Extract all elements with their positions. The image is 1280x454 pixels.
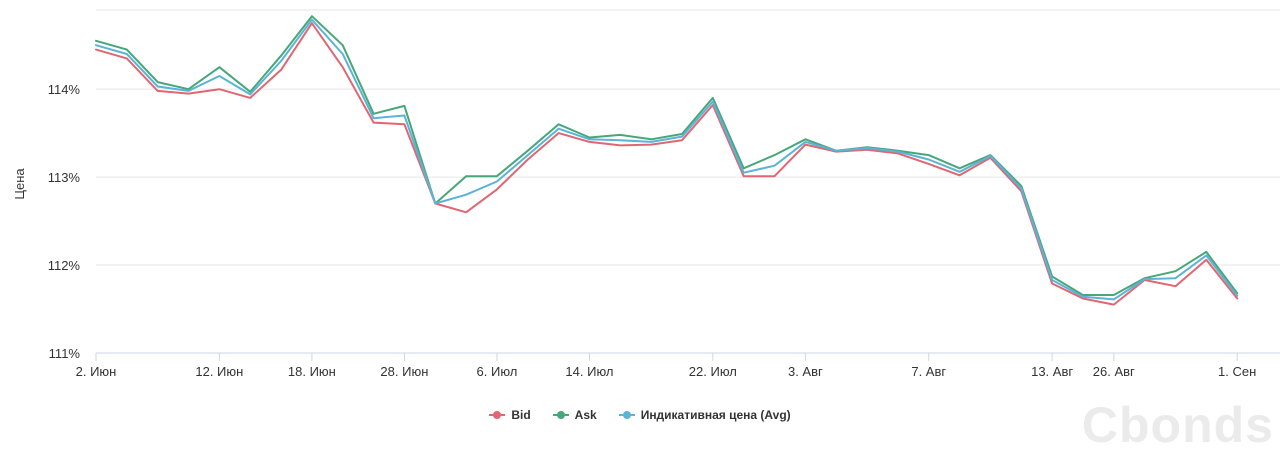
legend-swatch-ask bbox=[552, 411, 569, 419]
legend-item-ask[interactable]: Ask bbox=[552, 408, 597, 422]
legend-item-avg[interactable]: Индикативная цена (Avg) bbox=[618, 408, 791, 422]
y-tick-label: 112% bbox=[48, 258, 81, 273]
y-tick-label: 111% bbox=[49, 346, 81, 361]
x-axis-ticks: 2. Июн 12. Июн 18. Июн 28. Июн 6. Июл 14. Июл… bbox=[76, 353, 1256, 379]
legend-label-ask: Ask bbox=[574, 408, 597, 422]
price-chart: 111% 112% 113% 114% 2. Июн 12. Июн 18. Июн 28.… bbox=[12, 9, 1280, 379]
y-axis-ticks: 111% 112% 113% 114% bbox=[48, 82, 81, 361]
legend-label-bid: Bid bbox=[511, 408, 531, 422]
x-tick-label: 3. Авг bbox=[788, 364, 823, 379]
x-tick-label: 28. Июн bbox=[380, 364, 428, 379]
y-tick-label: 113% bbox=[48, 170, 81, 185]
x-tick-label: 12. Июн bbox=[195, 364, 243, 379]
x-tick-label: 1. Сен bbox=[1218, 364, 1256, 379]
y-tick-label: 114% bbox=[48, 82, 81, 97]
x-tick-label: 7. Авг bbox=[911, 364, 946, 379]
gridlines bbox=[96, 9, 1280, 266]
x-tick-label: 18. Июн bbox=[288, 364, 336, 379]
series-line-ask bbox=[95, 15, 1239, 296]
legend-label-avg: Индикативная цена (Avg) bbox=[640, 408, 791, 422]
legend: Bid Ask Индикативная цена (Avg) bbox=[0, 402, 1280, 428]
x-tick-label: 22. Июл bbox=[689, 364, 737, 379]
legend-item-bid[interactable]: Bid bbox=[489, 408, 531, 422]
x-tick-label: 14. Июл bbox=[565, 364, 613, 379]
series-line-bid bbox=[95, 22, 1239, 306]
series-line-avg bbox=[95, 18, 1239, 301]
legend-swatch-avg bbox=[618, 411, 635, 419]
series-lines bbox=[95, 15, 1239, 306]
x-tick-label: 6. Июл bbox=[477, 364, 518, 379]
watermark-logo: Cbonds bbox=[1081, 397, 1274, 453]
legend-swatch-bid bbox=[489, 411, 506, 419]
x-tick-label: 13. Авг bbox=[1031, 364, 1073, 379]
x-tick-label: 2. Июн bbox=[76, 364, 117, 379]
x-tick-label: 26. Авг bbox=[1093, 364, 1135, 379]
y-axis-label: Цена bbox=[12, 168, 27, 200]
